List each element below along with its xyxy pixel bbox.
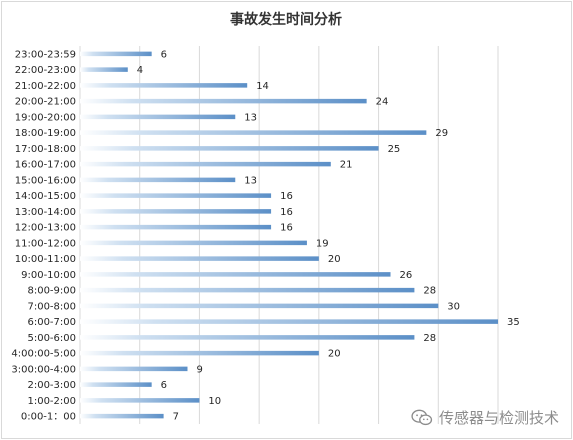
y-tick-label: 9:00-10:00 [21,270,76,281]
data-label: 28 [423,286,436,297]
bar [80,350,319,356]
bar [80,272,391,277]
data-label: 24 [376,97,389,108]
bar [80,335,415,340]
y-tick-label: 4:00:00-5:00 [11,349,76,360]
data-label: 20 [328,349,341,360]
data-label: 26 [400,270,413,281]
y-tick-label: 22:00-23:00 [15,65,76,76]
watermark-text: 传感器与检测技术 [438,409,559,427]
y-tick-label: 17:00-18:00 [15,144,76,155]
bar [80,413,164,419]
bar [80,83,248,88]
data-label: 19 [316,238,329,249]
y-tick-label: 18:00-19:00 [15,128,76,139]
wechat-icon [411,409,433,425]
data-label: 7 [173,412,179,423]
grid-layer [79,46,499,424]
y-tick-label: 10:00-11:00 [15,254,76,265]
bar [80,67,128,72]
bar [80,114,236,120]
y-tick-label: 3:00:00-4:00 [11,364,76,375]
data-label: 20 [328,254,341,265]
y-tick-label: 8:00-9:00 [27,286,76,297]
bar [80,303,439,309]
y-tick-label: 2:00-3:00 [27,380,76,391]
bar [80,256,319,261]
y-tick-label: 14:00-15:00 [15,191,76,202]
y-tick-label: 20:00-21:00 [15,97,76,108]
y-tick-label: 15:00-16:00 [15,175,76,186]
y-tick-label: 1:00-2:00 [27,396,76,407]
bar [80,240,307,246]
bar [80,382,152,387]
bar [80,209,272,214]
bar [80,366,188,372]
data-label: 30 [447,301,460,312]
bar [80,287,415,293]
bar [80,398,200,403]
data-label: 6 [161,49,167,60]
data-label: 13 [244,175,257,186]
bar [80,177,236,183]
data-label: 29 [435,128,448,139]
bar [80,98,367,104]
data-label: 13 [244,112,257,123]
y-tick-label: 12:00-13:00 [15,223,76,234]
data-label: 25 [388,144,401,155]
bars-layer [80,51,498,419]
bar [80,161,331,167]
data-label: 28 [423,333,436,344]
y-tick-label: 21:00-22:00 [15,81,76,92]
data-label: 35 [507,317,520,328]
y-tick-label: 6:00-7:00 [27,317,76,328]
y-tick-label: 23:00-23:59 [15,49,76,60]
bar [80,224,272,230]
data-label: 21 [340,160,353,171]
chart-title: 事故发生时间分析 [230,11,342,28]
data-label: 4 [137,65,143,76]
y-tick-label: 13:00-14:00 [15,207,76,218]
data-label: 16 [280,207,293,218]
y-tick-label: 11:00-12:00 [15,238,76,249]
bar [80,193,272,198]
data-label: 16 [280,191,293,202]
y-tick-label: 19:00-20:00 [15,112,76,123]
data-label: 6 [161,380,167,391]
data-label: 9 [196,364,202,375]
bar [80,319,498,324]
y-tick-label: 0:00-1：00 [21,412,76,423]
data-label: 14 [256,81,269,92]
bar [80,146,379,151]
data-label: 16 [280,223,293,234]
y-axis-labels: 0:00-1：00 1:00-2:00 2:00-3:00 3:00:00-4:00 4… [11,49,76,422]
data-label: 10 [208,396,221,407]
y-tick-label: 7:00-8:00 [27,301,76,312]
bar [80,130,427,135]
watermark: 传感器与检测技术 [411,407,559,428]
y-tick-label: 5:00-6:00 [27,333,76,344]
y-tick-label: 16:00-17:00 [15,160,76,171]
data-labels: 7 10 6 9 20 28 35 30 28 26 20 19 16 16 16 13 21 25 29 13 24 1… [137,49,520,422]
bar [80,51,152,57]
